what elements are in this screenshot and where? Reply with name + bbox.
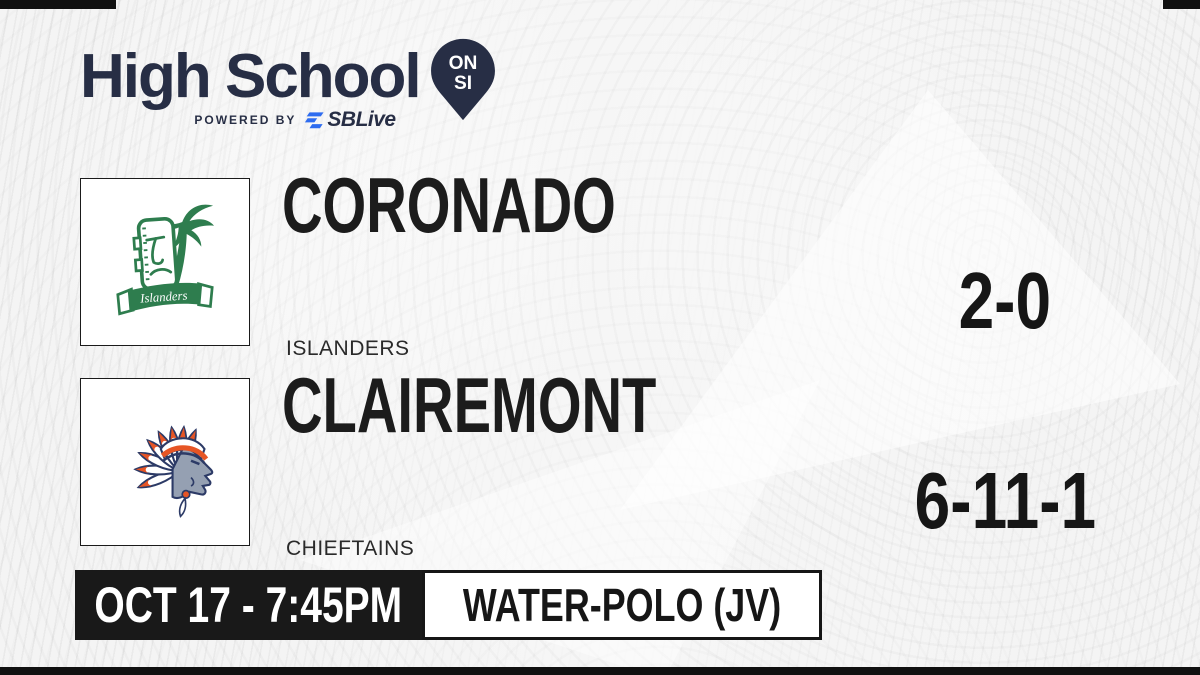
chief-cheek-line [190,476,195,487]
brand-lockup: High School ON SI [80,38,496,122]
chief-eye [190,459,200,466]
clairemont-logo-box [80,378,250,546]
hanging-feather [178,489,191,518]
sblive-logo-text: SBLive [327,108,396,131]
bottom-edge-bar [0,667,1200,675]
team2-name: CLAIREMONT [282,361,657,449]
team1-mascot: ISLANDERS [286,337,410,360]
powered-by-label: POWERED BY [194,113,297,127]
brand-title: High School [80,42,422,111]
tiki-banner-text: Islanders [139,288,188,305]
top-right-edge-bar [1163,0,1200,9]
pin-text-on: ON [448,53,477,74]
sblive-logo: SBLive [304,108,396,132]
date-time-text: OCT 17 - 7:45PM [94,577,403,633]
sport-box: WATER-POLO (JV) [422,570,822,640]
team1-record: 2-0 [958,256,1052,345]
on-si-pin-icon: ON SI [430,38,495,121]
sblive-logo-icon [305,111,324,128]
sport-text: WATER-POLO (JV) [462,579,782,631]
date-time-bar: OCT 17 - 7:45PM [75,570,422,640]
headband-orange [160,445,209,461]
team2-record: 6-11-1 [914,456,1096,545]
clairemont-chieftains-chief-logo [133,425,214,518]
team2-mascot: CHIEFTAINS [286,537,415,560]
coronado-islanders-tiki-logo: Islanders [116,204,215,316]
team1-name: CORONADO [282,161,616,249]
top-left-edge-bar [0,0,116,9]
headband-navy [162,452,206,465]
powered-by-row: POWERED BY SBLive [80,108,510,132]
coronado-logo-box: Islanders [80,178,250,346]
pin-text-si: SI [454,73,472,94]
